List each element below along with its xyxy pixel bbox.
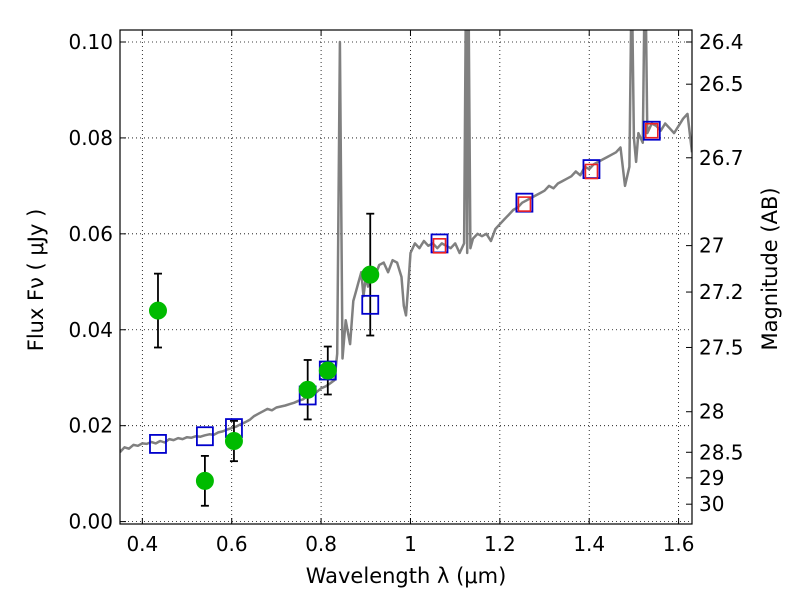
tick-layer: [120, 30, 692, 524]
observed-flux-point: [224, 432, 243, 451]
y-tick-label: 0.10: [68, 30, 113, 54]
x-tick-label: 1.4: [573, 532, 605, 556]
plot-frame: [119, 29, 693, 525]
mag-tick-label: 29: [699, 466, 724, 490]
model-photometry-square: [196, 426, 214, 447]
x-tick-label: 0.6: [216, 532, 248, 556]
mag-tick-label: 27.2: [699, 280, 744, 304]
y-tick-label: 0.08: [68, 126, 113, 150]
observed-flux-point: [148, 301, 167, 320]
mag-tick-label: 30: [699, 492, 724, 516]
observed-flux-point: [195, 471, 214, 490]
mag-tick-label: 28.5: [699, 440, 744, 464]
grid-lines: [120, 30, 692, 524]
nir-model-square: [644, 122, 659, 139]
x-tick-label: 0.4: [126, 532, 158, 556]
tick-label-layer: 0.4 0.6 0.8 1 1.2 1.4 1.6 0.00 0.02 0.04 0.06 0.08 0…: [68, 30, 743, 556]
observed-flux-point: [361, 265, 380, 284]
observed-flux-point: [318, 361, 337, 380]
spectrum-line: [120, 30, 692, 453]
mag-tick-label: 26.7: [699, 146, 744, 170]
model-photometry-square: [361, 294, 380, 315]
x-tick-label: 1.2: [484, 532, 516, 556]
x-tick-label: 1: [404, 532, 417, 556]
model-photometry-square: [149, 434, 167, 454]
x-axis-label: Wavelength λ (μm): [306, 564, 507, 588]
nir-model-square: [432, 238, 447, 254]
mag-tick-label: 26.5: [699, 72, 744, 96]
y-tick-label: 0.04: [68, 318, 113, 342]
y-tick-label: 0.02: [68, 414, 113, 438]
model-photometry-square: [642, 120, 661, 141]
y-tick-label: 0.06: [68, 222, 113, 246]
mag-tick-label: 27: [699, 234, 724, 258]
nir-model-square: [517, 196, 532, 212]
y-axis-label: Flux Fν ( μJy ): [24, 209, 48, 352]
mag-tick-label: 27.5: [699, 335, 744, 359]
spectrum-layer: [120, 30, 692, 453]
y-axis-right-label: Magnitude (AB): [758, 187, 782, 350]
observed-flux-point: [298, 380, 317, 399]
x-tick-label: 1.6: [663, 532, 695, 556]
nir-model-square: [584, 163, 599, 180]
x-tick-label: 0.8: [305, 532, 337, 556]
marker-layer: [148, 120, 661, 490]
mag-tick-label: 26.4: [699, 30, 744, 54]
mag-tick-label: 28: [699, 400, 724, 424]
y-tick-label: 0.00: [68, 510, 113, 534]
